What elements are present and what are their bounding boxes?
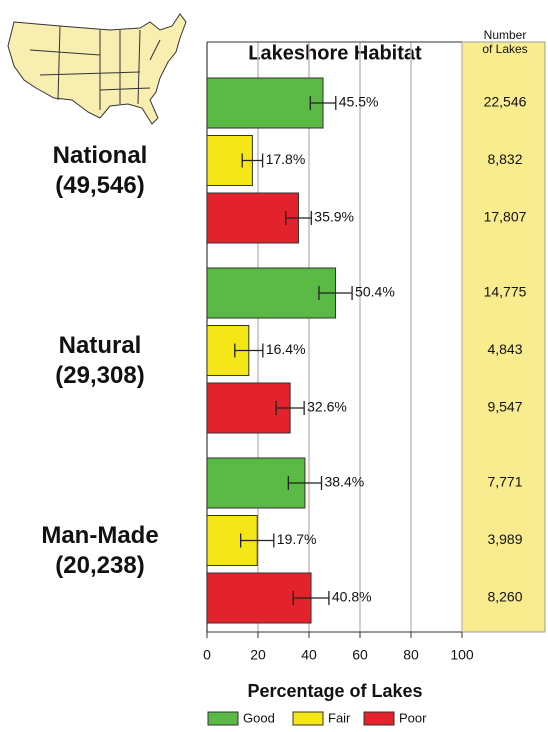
lakes-count: 22,546 [484,94,527,110]
value-label: 32.6% [307,399,347,415]
error-bar [241,153,264,168]
value-label: 17.8% [266,151,306,167]
error-bar [240,533,275,548]
value-label: 45.5% [339,94,379,110]
error-bar [234,343,264,358]
x-axis-label: Percentage of Lakes [247,681,422,701]
us-map-icon [7,13,187,125]
x-tick-label: 100 [450,647,474,663]
bar [206,267,337,319]
value-label: 35.9% [314,209,354,225]
lakes-column [461,41,546,633]
legend-swatch [363,711,395,726]
error-bar [275,401,305,415]
column-header: of Lakes [482,42,527,56]
lakes-count: 8,832 [487,151,522,167]
group-label: National [53,142,148,169]
lakes-count: 9,547 [487,399,522,415]
lakes-count: 7,771 [487,474,522,490]
group-total: (29,308) [55,362,144,389]
x-tick-label: 60 [352,647,368,663]
group-total: (49,546) [55,172,144,199]
lakes-count: 3,989 [487,531,522,547]
bar [206,77,324,129]
lakes-count: 8,260 [487,589,522,605]
value-label: 16.4% [266,341,306,357]
value-label: 40.8% [332,589,372,605]
legend-label: Good [243,710,275,725]
chart-title: Lakeshore Habitat [248,42,422,64]
error-bar [287,476,323,490]
legend-label: Poor [399,710,427,725]
lakes-count: 14,775 [484,284,527,300]
error-bar [285,211,312,225]
group-total: (20,238) [55,552,144,579]
column-header: Number [484,28,527,42]
lakes-count: 17,807 [484,209,527,225]
bar [206,572,312,624]
x-tick-label: 20 [250,647,266,663]
legend-swatch [292,711,324,726]
x-tick-label: 0 [203,647,211,663]
group-label: Man-Made [41,522,158,549]
bar [206,192,300,244]
group-label: Natural [59,332,142,359]
legend-label: Fair [328,710,351,725]
lakes-count: 4,843 [487,341,522,357]
x-tick-label: 80 [403,647,419,663]
error-bar [292,591,330,605]
error-bar [309,96,337,110]
legend-swatch [207,711,239,726]
x-tick-label: 40 [301,647,317,663]
value-label: 19.7% [277,531,317,547]
value-label: 50.4% [355,284,395,300]
error-bar [318,286,353,300]
value-label: 38.4% [324,474,364,490]
